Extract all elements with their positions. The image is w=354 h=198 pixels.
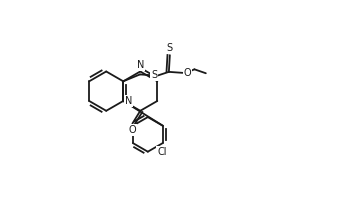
Text: O: O xyxy=(129,125,136,135)
Text: N: N xyxy=(125,96,132,106)
Text: Cl: Cl xyxy=(157,147,167,157)
Text: S: S xyxy=(151,70,157,80)
Text: S: S xyxy=(167,43,173,53)
Text: O: O xyxy=(183,68,191,78)
Text: N: N xyxy=(137,61,144,70)
